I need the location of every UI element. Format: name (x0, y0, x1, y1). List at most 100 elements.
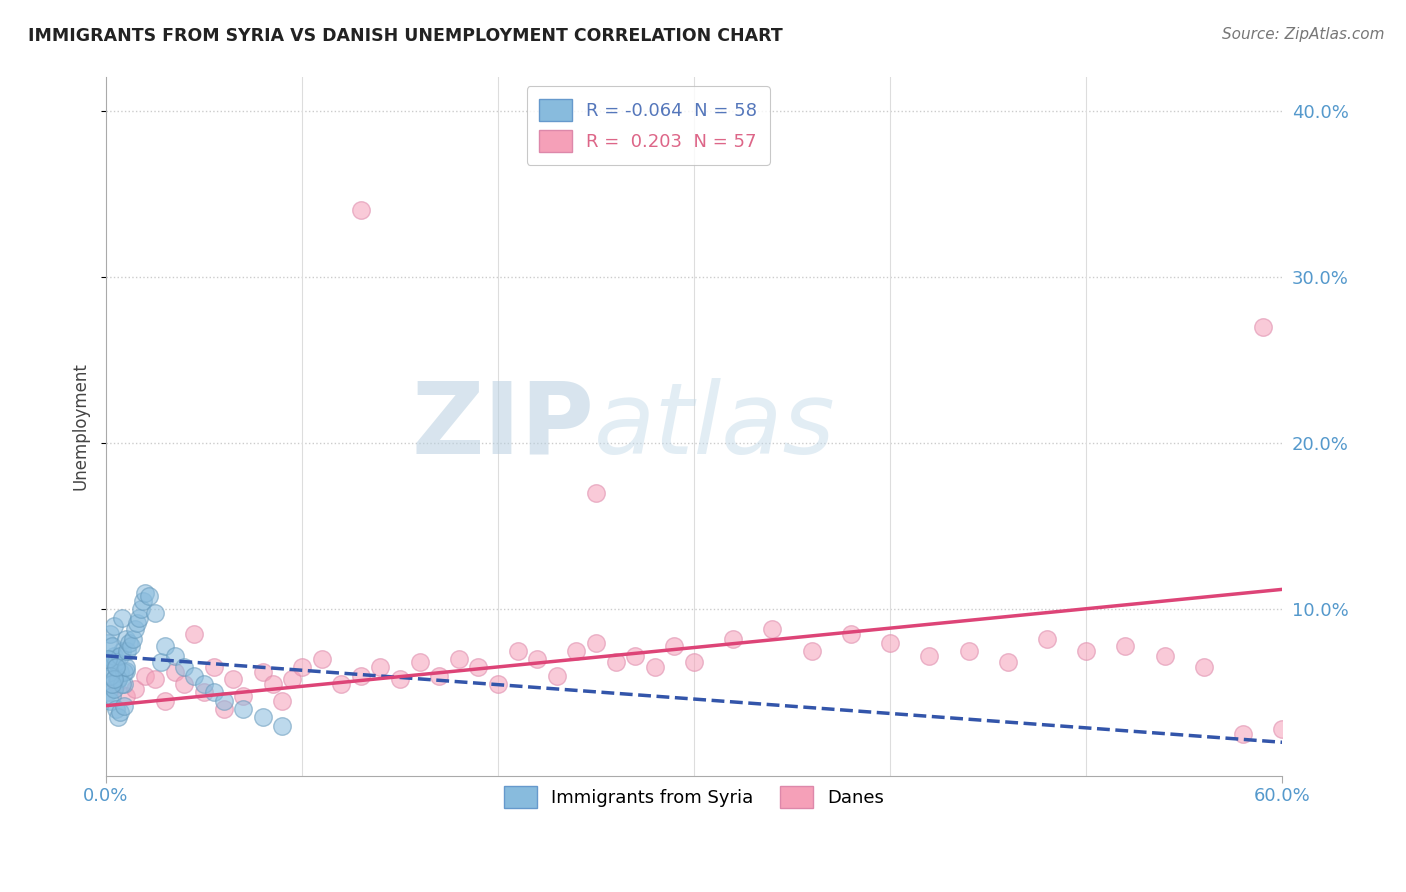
Point (110, 610, 132, 624)
Point (212, 702, 235, 716)
Point (350, 669, 373, 683)
Point (330, 677, 353, 691)
Point (212, 694, 235, 708)
Point (104, 702, 127, 716)
Point (143, 606, 166, 620)
Point (605, 656, 627, 670)
Point (149, 656, 172, 670)
Point (447, 652, 470, 666)
Y-axis label: Unemployment: Unemployment (72, 362, 89, 491)
Point (97, 685, 120, 699)
Point (110, 644, 132, 658)
Point (127, 615, 149, 630)
Point (183, 669, 205, 683)
Text: IMMIGRANTS FROM SYRIA VS DANISH UNEMPLOYMENT CORRELATION CHART: IMMIGRANTS FROM SYRIA VS DANISH UNEMPLOY… (28, 27, 783, 45)
Point (98, 627, 121, 641)
Point (103, 682, 125, 697)
Point (311, 652, 333, 666)
Point (108, 648, 131, 663)
Point (114, 664, 136, 678)
Point (101, 652, 124, 666)
Point (271, 719, 294, 733)
Point (138, 589, 160, 603)
Point (997, 656, 1019, 670)
Point (108, 706, 131, 720)
Point (103, 648, 125, 663)
Point (565, 644, 588, 658)
Point (232, 689, 254, 703)
Point (202, 685, 225, 699)
Point (370, 660, 392, 674)
Point (281, 672, 304, 686)
Point (134, 669, 156, 683)
Point (104, 677, 127, 691)
Point (291, 660, 314, 674)
Point (526, 652, 548, 666)
Point (232, 702, 254, 716)
Point (1076, 644, 1098, 658)
Point (1036, 632, 1059, 647)
Point (132, 594, 155, 608)
Point (350, 203, 373, 218)
Point (879, 635, 901, 649)
Point (122, 632, 145, 647)
Point (110, 677, 132, 691)
Point (97, 635, 120, 649)
Point (112, 665, 135, 680)
Point (101, 639, 124, 653)
Point (129, 602, 152, 616)
Text: atlas: atlas (595, 378, 835, 475)
Point (134, 585, 156, 599)
Point (173, 660, 195, 674)
Point (163, 648, 186, 663)
Point (120, 639, 142, 653)
Point (107, 710, 129, 724)
Point (173, 677, 195, 691)
Point (957, 644, 980, 658)
Point (98, 669, 121, 683)
Point (918, 648, 941, 663)
Point (128, 610, 150, 624)
Point (222, 672, 245, 686)
Point (98, 656, 121, 670)
Point (103, 672, 125, 686)
Point (644, 660, 666, 674)
Point (97, 652, 120, 666)
Point (723, 632, 745, 647)
Point (388, 672, 411, 686)
Point (193, 685, 215, 699)
Point (683, 656, 706, 670)
Point (839, 627, 862, 641)
Point (202, 660, 225, 674)
Point (98, 694, 121, 708)
Point (546, 669, 568, 683)
Point (1153, 648, 1175, 663)
Point (153, 639, 176, 653)
Point (103, 619, 125, 633)
Point (252, 710, 274, 724)
Point (664, 639, 686, 653)
Point (112, 698, 135, 713)
Text: ZIP: ZIP (411, 378, 595, 475)
Point (143, 672, 166, 686)
Point (467, 660, 489, 674)
Point (183, 627, 205, 641)
Point (1271, 722, 1294, 736)
Point (800, 644, 823, 658)
Legend: Immigrants from Syria, Danes: Immigrants from Syria, Danes (496, 779, 891, 815)
Point (104, 669, 127, 683)
Point (114, 632, 136, 647)
Point (193, 677, 215, 691)
Point (252, 665, 274, 680)
Point (101, 677, 124, 691)
Point (163, 665, 186, 680)
Point (108, 665, 131, 680)
Point (107, 672, 129, 686)
Point (97, 660, 120, 674)
Point (1251, 319, 1274, 334)
Point (262, 677, 284, 691)
Point (506, 644, 529, 658)
Point (153, 694, 176, 708)
Point (112, 677, 135, 691)
Point (1114, 639, 1136, 653)
